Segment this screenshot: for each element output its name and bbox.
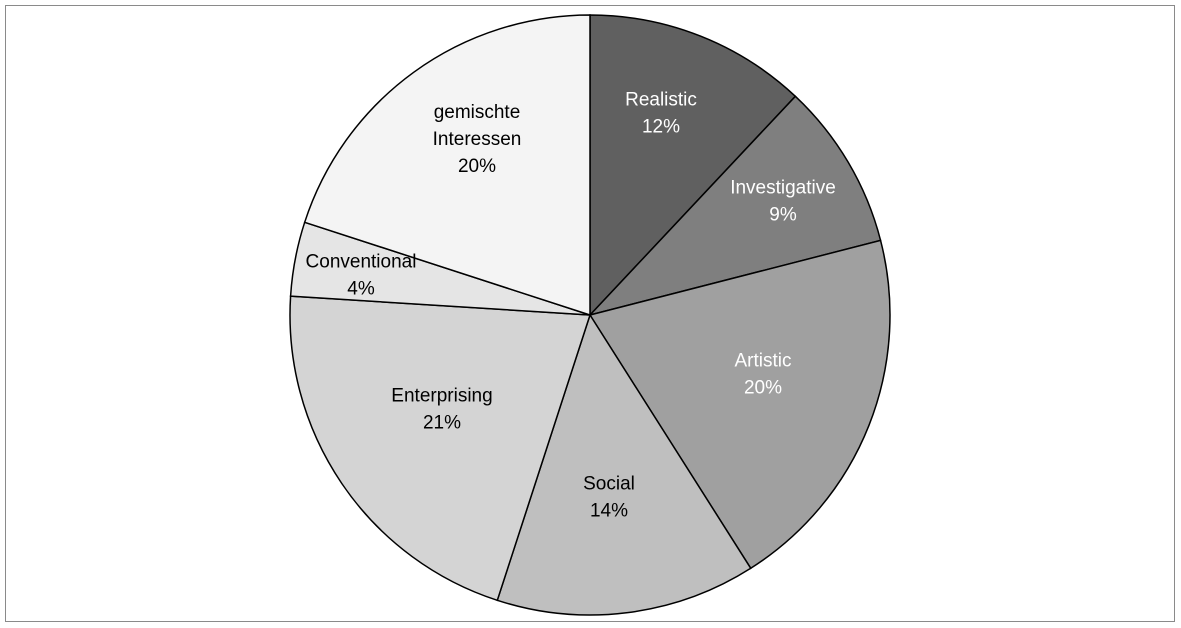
chart-frame — [5, 5, 1175, 622]
pie-slice-investigative — [587, 95, 882, 317]
slice-label: Interessen — [433, 129, 522, 150]
slice-value-label: 14% — [590, 501, 628, 522]
slice-value-label: 4% — [347, 279, 375, 300]
slice-label: Realistic — [625, 90, 697, 111]
slice-label: Conventional — [306, 252, 417, 273]
slice-label: Artistic — [735, 351, 792, 372]
pie-slice-enterprising — [289, 295, 592, 602]
slice-value-label: 12% — [642, 117, 680, 138]
slice-value-label: 21% — [423, 413, 461, 434]
pie-slice-gemischte-interessen — [303, 14, 591, 317]
slice-label: Social — [583, 474, 635, 495]
slice-label: gemischte — [434, 102, 521, 123]
slice-value-label: 20% — [744, 378, 782, 399]
pie-slice-social — [496, 313, 752, 616]
slice-value-label: 20% — [458, 156, 496, 177]
slice-label: Enterprising — [391, 386, 492, 407]
slice-value-label: 9% — [769, 205, 797, 226]
pie-slice-realistic — [589, 14, 797, 317]
slice-label: Investigative — [730, 178, 836, 199]
pie-slice-artistic — [588, 239, 891, 570]
